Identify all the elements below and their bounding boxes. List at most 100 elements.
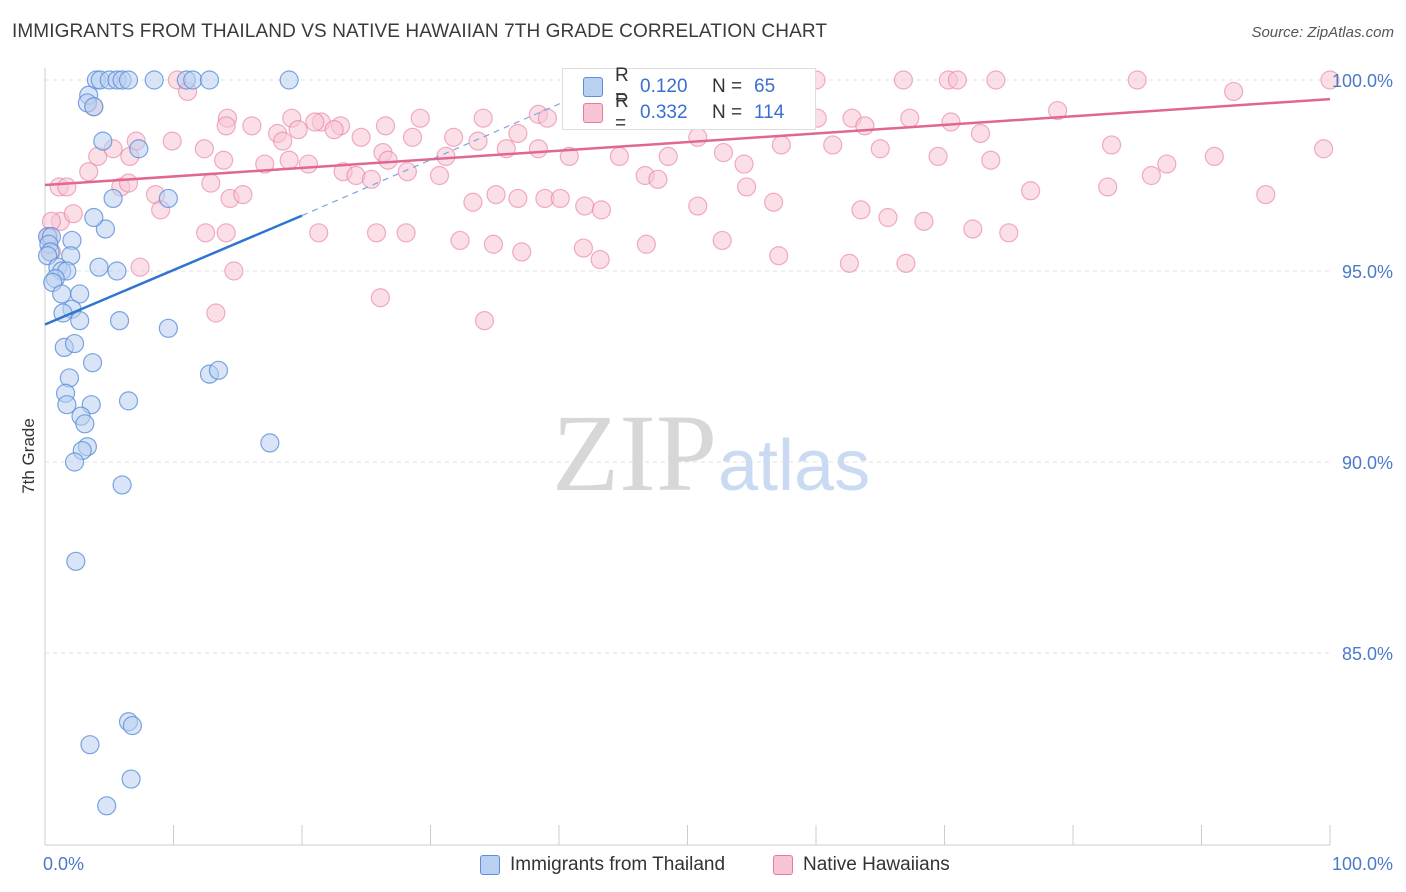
point-native-hawaiians [737,177,757,197]
point-native-hawaiians [986,70,1006,90]
point-thailand [144,70,164,90]
grid-lines [45,79,1330,654]
point-thailand [52,284,72,304]
n-value: 114 [754,102,785,123]
x-tick-label-0: 0.0% [43,854,84,874]
point-native-hawaiians [130,257,150,277]
point-native-hawaiians [763,192,784,212]
point-native-hawaiians [573,238,594,258]
point-native-hawaiians [1098,177,1118,197]
y-tick-label-100: 100.0% [1332,71,1393,91]
y-tick-label-85: 85.0% [1342,644,1393,664]
stats-legend-row-hawaiians: R = 0.332 N = 114 [583,91,785,134]
point-native-hawaiians [508,188,528,209]
watermark-zip: ZIP [552,392,717,514]
point-native-hawaiians [896,253,916,273]
point-native-hawaiians [242,116,262,136]
point-native-hawaiians [450,230,470,251]
point-native-hawaiians [57,177,77,197]
y-tick-label-95: 95.0% [1342,262,1393,282]
r-value: 0.120 [640,76,688,97]
point-native-hawaiians [370,288,390,308]
point-native-hawaiians [201,173,221,193]
point-thailand [70,284,90,304]
point-thailand [64,333,85,354]
point-native-hawaiians [483,234,504,254]
point-native-hawaiians [823,135,843,155]
point-native-hawaiians [1047,100,1068,121]
point-native-hawaiians [769,246,789,266]
watermark: ZIP atlas [552,392,870,514]
point-native-hawaiians [196,223,216,243]
point-native-hawaiians [206,303,226,323]
point-native-hawaiians [214,150,234,170]
point-native-hawaiians [486,185,506,205]
point-thailand [112,475,132,495]
point-native-hawaiians [914,211,934,231]
point-native-hawaiians [375,116,396,136]
point-native-hawaiians [712,230,732,251]
point-thailand [158,188,178,209]
trend-line-native-hawaiians [44,97,1331,187]
point-thailand [118,70,139,90]
point-native-hawaiians [1101,135,1122,155]
point-native-hawaiians [636,234,656,254]
point-native-hawaiians [463,192,483,212]
point-native-hawaiians [1141,165,1161,186]
point-thailand [107,261,127,281]
point-native-hawaiians [396,223,416,243]
point-native-hawaiians [970,123,991,144]
point-native-hawaiians [537,108,558,128]
point-native-hawaiians [309,223,329,243]
point-native-hawaiians [508,123,528,144]
point-thailand [279,70,299,90]
point-native-hawaiians [216,116,236,136]
point-thailand [82,353,103,373]
point-native-hawaiians [1020,181,1041,201]
point-thailand [122,715,142,736]
swatch-hawaiians [583,103,603,123]
point-thailand [95,219,115,239]
point-thailand [97,796,117,816]
point-native-hawaiians [255,154,275,174]
y-tick-label-90: 90.0% [1342,453,1393,473]
point-native-hawaiians [63,204,83,224]
point-native-hawaiians [878,207,898,228]
point-native-hawaiians [194,139,214,159]
x-tick-labels: 0.0% 100.0% [43,854,1393,874]
n-label: N = [712,76,743,97]
legend-item-hawaiians[interactable]: Native Hawaiians [773,852,950,878]
point-native-hawaiians [941,112,961,132]
point-native-hawaiians [512,242,532,262]
r-label: R = [615,65,629,108]
point-thailand [80,735,100,755]
point-native-hawaiians [590,249,610,270]
legend-item-thailand[interactable]: Immigrants from Thailand [480,852,725,878]
point-thailand [57,395,77,415]
point-native-hawaiians [928,146,948,166]
point-native-hawaiians [224,261,244,281]
point-thailand [260,433,280,453]
point-native-hawaiians [550,188,570,209]
point-native-hawaiians [1157,154,1177,174]
r-label: R = [615,91,629,134]
axes [44,68,1331,846]
point-native-hawaiians [1204,146,1224,166]
point-native-hawaiians [963,219,983,239]
point-native-hawaiians [351,127,371,147]
point-native-hawaiians [771,135,791,155]
y-axis-title: 7th Grade [19,418,38,494]
point-native-hawaiians [688,196,708,216]
chart-title: IMMIGRANTS FROM THAILAND VS NATIVE HAWAI… [12,21,828,42]
point-thailand [75,414,95,434]
point-native-hawaiians [688,127,708,147]
point-native-hawaiians [839,253,860,273]
point-thailand [64,452,85,472]
point-native-hawaiians [559,146,579,166]
point-native-hawaiians [734,154,754,174]
point-native-hawaiians [468,131,488,151]
point-thailand [199,70,220,90]
point-native-hawaiians [855,116,875,136]
point-native-hawaiians [658,146,678,166]
x-tick-label-100: 100.0% [1332,854,1393,874]
